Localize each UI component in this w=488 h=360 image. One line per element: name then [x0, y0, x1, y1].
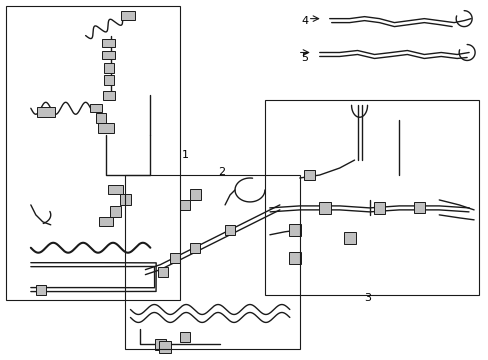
- Text: 4: 4: [301, 15, 308, 26]
- Text: 3: 3: [363, 293, 370, 302]
- Bar: [304, 170, 315, 180]
- Bar: [180, 200, 190, 210]
- Bar: [224, 225, 235, 235]
- Bar: [288, 252, 300, 264]
- Bar: [264, 100, 478, 294]
- Bar: [189, 189, 200, 201]
- Bar: [110, 206, 121, 217]
- Bar: [155, 339, 165, 350]
- Text: 1: 1: [182, 150, 188, 160]
- Bar: [102, 39, 115, 46]
- Bar: [6, 6, 180, 300]
- Bar: [288, 224, 300, 236]
- Bar: [121, 11, 135, 20]
- Bar: [159, 341, 171, 353]
- Bar: [99, 217, 112, 226]
- Bar: [95, 113, 105, 123]
- Bar: [102, 51, 115, 59]
- Bar: [180, 332, 190, 342]
- Bar: [190, 243, 200, 253]
- Bar: [158, 267, 168, 276]
- Bar: [125, 175, 299, 349]
- Bar: [108, 185, 122, 194]
- Bar: [37, 107, 55, 117]
- Bar: [102, 91, 114, 100]
- Text: 5: 5: [301, 54, 307, 63]
- Bar: [98, 123, 113, 133]
- Bar: [36, 285, 46, 294]
- Bar: [120, 194, 131, 206]
- Bar: [413, 202, 424, 213]
- Bar: [170, 253, 180, 263]
- Bar: [89, 104, 102, 112]
- Bar: [318, 202, 330, 214]
- Bar: [373, 202, 385, 214]
- Bar: [343, 232, 355, 244]
- Bar: [103, 75, 113, 85]
- Bar: [103, 63, 113, 73]
- Text: 2: 2: [218, 167, 225, 177]
